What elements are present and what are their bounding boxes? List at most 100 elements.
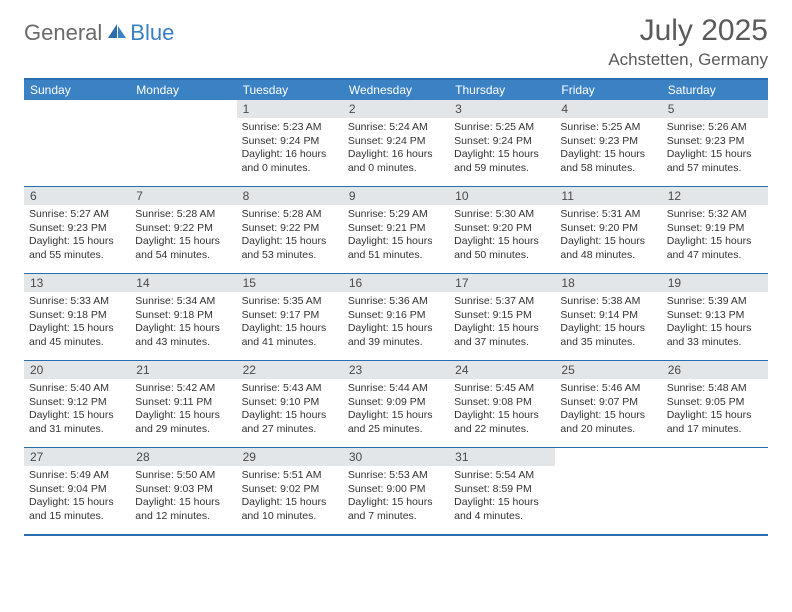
sunrise-text: Sunrise: 5:49 AM (29, 469, 125, 483)
day-number: 28 (130, 448, 236, 466)
day-cell: 12Sunrise: 5:32 AMSunset: 9:19 PMDayligh… (662, 187, 768, 273)
day-cell: 23Sunrise: 5:44 AMSunset: 9:09 PMDayligh… (343, 361, 449, 447)
daylight-text: Daylight: 15 hours and 37 minutes. (454, 322, 550, 349)
day-cell: 4Sunrise: 5:25 AMSunset: 9:23 PMDaylight… (555, 100, 661, 186)
day-cell (24, 100, 130, 186)
sunset-text: Sunset: 9:13 PM (667, 309, 763, 323)
weekday-header: Saturday (662, 80, 768, 100)
day-body: Sunrise: 5:35 AMSunset: 9:17 PMDaylight:… (237, 292, 343, 354)
day-number: 24 (449, 361, 555, 379)
sunrise-text: Sunrise: 5:27 AM (29, 208, 125, 222)
day-body: Sunrise: 5:30 AMSunset: 9:20 PMDaylight:… (449, 205, 555, 267)
daylight-text: Daylight: 15 hours and 10 minutes. (242, 496, 338, 523)
sunrise-text: Sunrise: 5:44 AM (348, 382, 444, 396)
day-number: 26 (662, 361, 768, 379)
sunset-text: Sunset: 9:12 PM (29, 396, 125, 410)
sunrise-text: Sunrise: 5:31 AM (560, 208, 656, 222)
day-number: 19 (662, 274, 768, 292)
weekday-row: SundayMondayTuesdayWednesdayThursdayFrid… (24, 80, 768, 100)
day-body: Sunrise: 5:34 AMSunset: 9:18 PMDaylight:… (130, 292, 236, 354)
day-body: Sunrise: 5:42 AMSunset: 9:11 PMDaylight:… (130, 379, 236, 441)
day-cell: 20Sunrise: 5:40 AMSunset: 9:12 PMDayligh… (24, 361, 130, 447)
daylight-text: Daylight: 15 hours and 48 minutes. (560, 235, 656, 262)
sunset-text: Sunset: 9:23 PM (667, 135, 763, 149)
month-title: July 2025 (608, 14, 768, 48)
weekday-header: Wednesday (343, 80, 449, 100)
day-body: Sunrise: 5:48 AMSunset: 9:05 PMDaylight:… (662, 379, 768, 441)
day-body: Sunrise: 5:23 AMSunset: 9:24 PMDaylight:… (237, 118, 343, 180)
sunset-text: Sunset: 9:19 PM (667, 222, 763, 236)
sunrise-text: Sunrise: 5:51 AM (242, 469, 338, 483)
sunset-text: Sunset: 9:23 PM (29, 222, 125, 236)
day-number: 6 (24, 187, 130, 205)
day-body: Sunrise: 5:46 AMSunset: 9:07 PMDaylight:… (555, 379, 661, 441)
sunrise-text: Sunrise: 5:24 AM (348, 121, 444, 135)
daylight-text: Daylight: 15 hours and 51 minutes. (348, 235, 444, 262)
sunset-text: Sunset: 9:24 PM (454, 135, 550, 149)
sunset-text: Sunset: 9:17 PM (242, 309, 338, 323)
sunset-text: Sunset: 9:10 PM (242, 396, 338, 410)
day-body: Sunrise: 5:44 AMSunset: 9:09 PMDaylight:… (343, 379, 449, 441)
day-cell: 8Sunrise: 5:28 AMSunset: 9:22 PMDaylight… (237, 187, 343, 273)
day-body: Sunrise: 5:33 AMSunset: 9:18 PMDaylight:… (24, 292, 130, 354)
sunrise-text: Sunrise: 5:35 AM (242, 295, 338, 309)
sunset-text: Sunset: 9:24 PM (242, 135, 338, 149)
day-cell (130, 100, 236, 186)
day-cell (555, 448, 661, 534)
daylight-text: Daylight: 15 hours and 29 minutes. (135, 409, 231, 436)
day-number: 27 (24, 448, 130, 466)
day-number: 25 (555, 361, 661, 379)
sunrise-text: Sunrise: 5:42 AM (135, 382, 231, 396)
day-number: 31 (449, 448, 555, 466)
week-row: 6 Sunrise: 5:27 AMSunset: 9:23 PM Daylight… (24, 187, 768, 274)
day-body: Sunrise: 5:24 AMSunset: 9:24 PMDaylight:… (343, 118, 449, 180)
day-cell (662, 448, 768, 534)
day-body: Sunrise: 5:25 AMSunset: 9:24 PMDaylight:… (449, 118, 555, 180)
day-number: 3 (449, 100, 555, 118)
day-number: 8 (237, 187, 343, 205)
day-body: Sunrise: 5:45 AMSunset: 9:08 PMDaylight:… (449, 379, 555, 441)
sunset-text: Sunset: 9:20 PM (560, 222, 656, 236)
day-number: 15 (237, 274, 343, 292)
day-cell: 5Sunrise: 5:26 AMSunset: 9:23 PMDaylight… (662, 100, 768, 186)
day-number: 10 (449, 187, 555, 205)
day-number: 7 (130, 187, 236, 205)
day-body: Sunrise: 5:49 AMSunset: 9:04 PMDaylight:… (24, 466, 130, 528)
sunset-text: Sunset: 9:22 PM (242, 222, 338, 236)
day-number: 13 (24, 274, 130, 292)
sunrise-text: Sunrise: 5:45 AM (454, 382, 550, 396)
daylight-text: Daylight: 15 hours and 15 minutes. (29, 496, 125, 523)
sunrise-text: Sunrise: 5:39 AM (667, 295, 763, 309)
sunset-text: Sunset: 9:22 PM (135, 222, 231, 236)
day-cell: 17Sunrise: 5:37 AMSunset: 9:15 PMDayligh… (449, 274, 555, 360)
daylight-text: Daylight: 15 hours and 50 minutes. (454, 235, 550, 262)
day-body: Sunrise: 5:50 AMSunset: 9:03 PMDaylight:… (130, 466, 236, 528)
day-cell: 30Sunrise: 5:53 AMSunset: 9:00 PMDayligh… (343, 448, 449, 534)
daylight-text: Daylight: 15 hours and 43 minutes. (135, 322, 231, 349)
sunset-text: Sunset: 9:11 PM (135, 396, 231, 410)
daylight-text: Daylight: 15 hours and 45 minutes. (29, 322, 125, 349)
logo: General Blue (24, 14, 174, 46)
sunset-text: Sunset: 9:05 PM (667, 396, 763, 410)
day-cell: 18Sunrise: 5:38 AMSunset: 9:14 PMDayligh… (555, 274, 661, 360)
sunset-text: Sunset: 9:09 PM (348, 396, 444, 410)
daylight-text: Daylight: 15 hours and 25 minutes. (348, 409, 444, 436)
daylight-text: Daylight: 15 hours and 4 minutes. (454, 496, 550, 523)
day-cell: 16Sunrise: 5:36 AMSunset: 9:16 PMDayligh… (343, 274, 449, 360)
day-body: Sunrise: 5:37 AMSunset: 9:15 PMDaylight:… (449, 292, 555, 354)
day-number: 11 (555, 187, 661, 205)
sunrise-text: Sunrise: 5:25 AM (454, 121, 550, 135)
sunrise-text: Sunrise: 5:53 AM (348, 469, 444, 483)
day-cell: 19Sunrise: 5:39 AMSunset: 9:13 PMDayligh… (662, 274, 768, 360)
day-number: 5 (662, 100, 768, 118)
day-cell: 14Sunrise: 5:34 AMSunset: 9:18 PMDayligh… (130, 274, 236, 360)
sunrise-text: Sunrise: 5:32 AM (667, 208, 763, 222)
sunset-text: Sunset: 9:08 PM (454, 396, 550, 410)
day-body: Sunrise: 5:28 AMSunset: 9:22 PMDaylight:… (237, 205, 343, 267)
weekday-header: Tuesday (237, 80, 343, 100)
day-cell: 27Sunrise: 5:49 AMSunset: 9:04 PMDayligh… (24, 448, 130, 534)
daylight-text: Daylight: 15 hours and 20 minutes. (560, 409, 656, 436)
daylight-text: Daylight: 15 hours and 39 minutes. (348, 322, 444, 349)
week-row: 20Sunrise: 5:40 AMSunset: 9:12 PMDayligh… (24, 361, 768, 448)
day-body: Sunrise: 5:32 AMSunset: 9:19 PMDaylight:… (662, 205, 768, 267)
